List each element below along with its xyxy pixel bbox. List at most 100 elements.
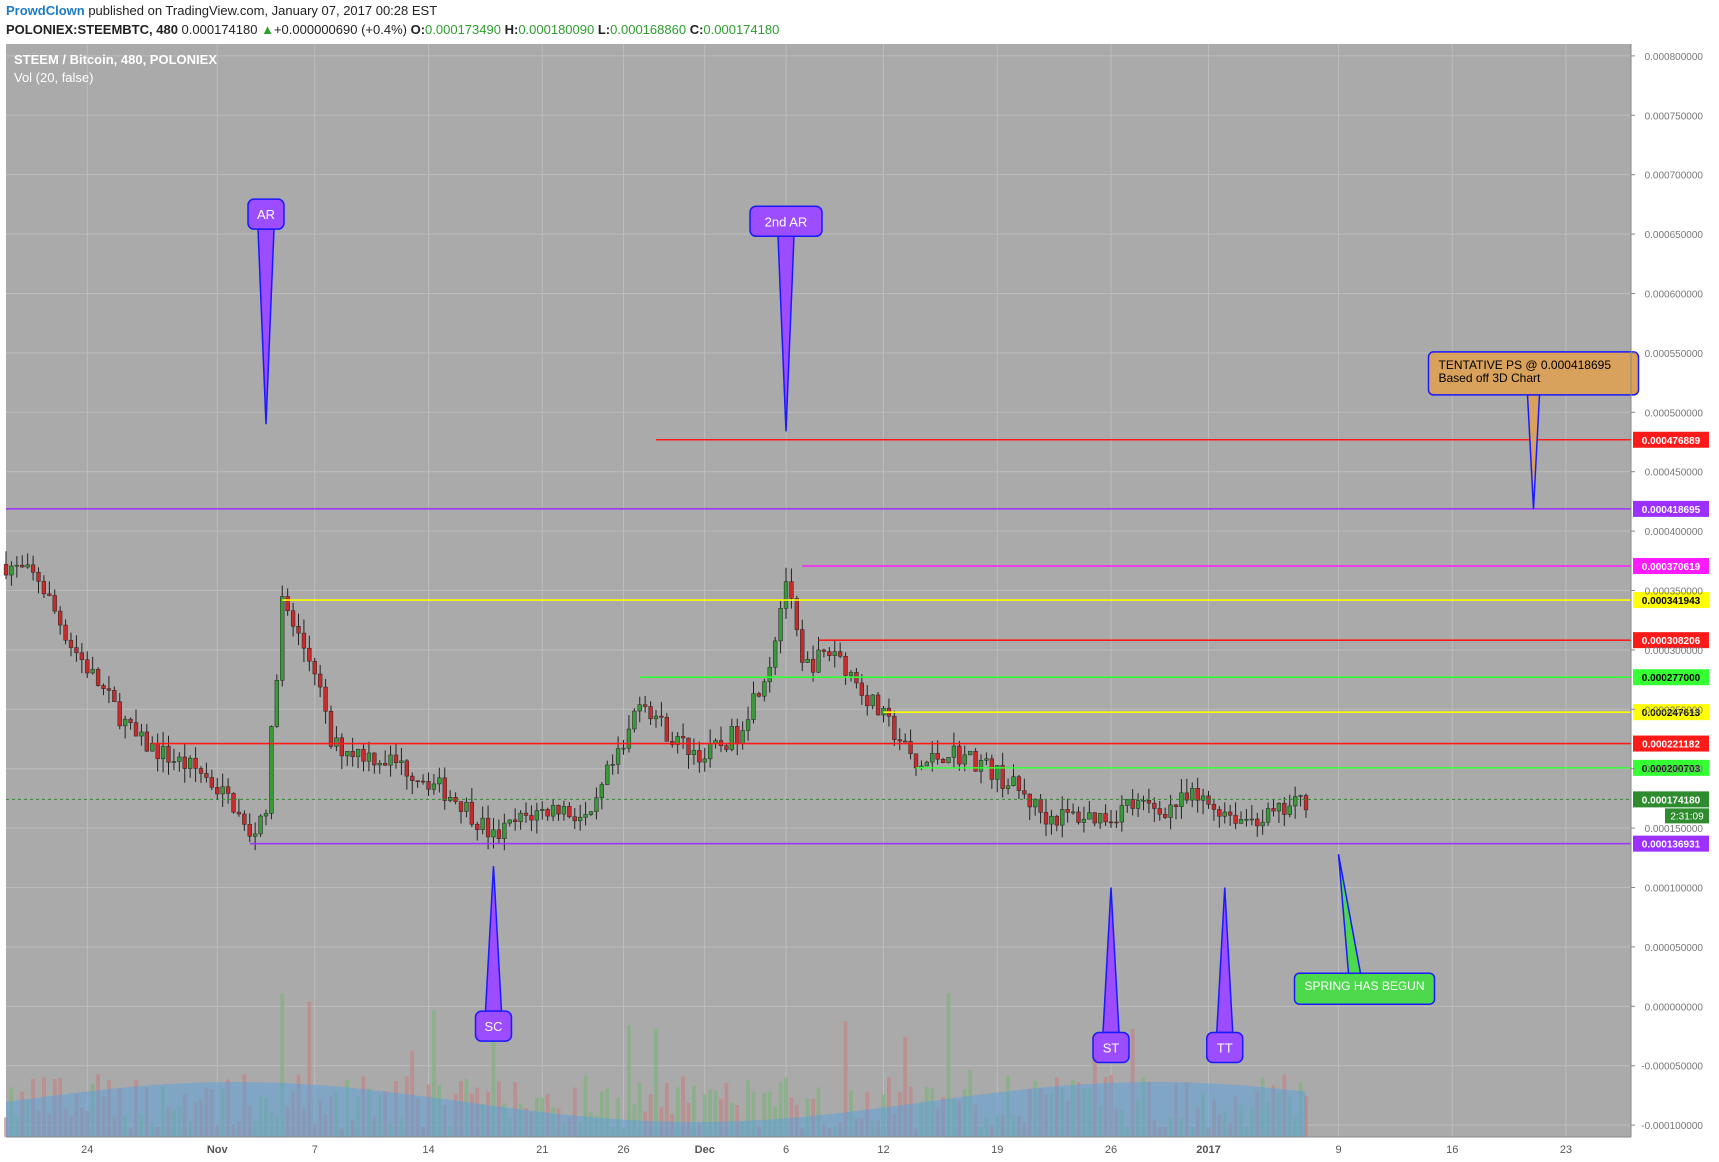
candle-body <box>85 659 90 674</box>
level-price-label: 0.000247613 <box>1642 708 1701 719</box>
author-link[interactable]: ProwdClown <box>6 3 85 18</box>
low-value: 0.000168860 <box>610 22 687 37</box>
candle-body <box>236 811 242 815</box>
candle-body <box>940 759 946 764</box>
annotation-box[interactable] <box>1206 1031 1244 1064</box>
volume-bar <box>605 1088 610 1137</box>
candle-body <box>502 822 507 839</box>
candle-body <box>339 737 344 757</box>
volume-bar <box>692 1085 696 1137</box>
candle-body <box>128 718 133 723</box>
level-price-tag[interactable] <box>1633 704 1709 721</box>
volume-bar <box>729 1102 734 1137</box>
candle-body <box>1282 802 1287 815</box>
candle-body <box>431 783 437 790</box>
candle-body <box>188 757 193 769</box>
price-axis-label: 0.000800000 <box>1645 52 1704 63</box>
candle-body <box>296 626 301 634</box>
candle-body <box>1287 805 1292 815</box>
publish-line: ProwdClown published on TradingView.com,… <box>6 3 437 18</box>
volume-bar <box>735 1105 740 1137</box>
candle-body <box>1016 776 1022 791</box>
price-axis-label: -0.000100000 <box>1641 1121 1703 1132</box>
annotation-box[interactable] <box>247 198 285 230</box>
annotation-box[interactable] <box>474 1010 513 1042</box>
level-price-label: 0.000308206 <box>1642 636 1701 647</box>
candle-body <box>345 751 350 757</box>
candle-body <box>567 806 572 817</box>
candle-body <box>133 722 139 737</box>
volume-bar <box>675 1087 680 1137</box>
level-price-tag[interactable] <box>1633 431 1709 448</box>
candle-body <box>410 775 415 781</box>
level-price-tag[interactable] <box>1633 759 1709 776</box>
candle-body <box>1200 795 1206 801</box>
price-axis-label: 0.000050000 <box>1645 943 1704 954</box>
level-price-label: 0.000418695 <box>1642 505 1701 516</box>
candle-body <box>1038 798 1043 813</box>
callout-box[interactable] <box>1293 972 1436 1005</box>
level-price-tag[interactable] <box>1633 835 1709 852</box>
candle-body <box>475 824 480 831</box>
level-price-label: 0.000200703 <box>1642 764 1701 775</box>
volume-bar <box>708 1089 713 1137</box>
price-axis-label: 0.000600000 <box>1645 289 1704 300</box>
callout-box[interactable] <box>1427 351 1640 396</box>
candle-body <box>588 811 594 815</box>
candle-body <box>1276 802 1282 812</box>
callout-text: SPRING HAS BEGUN <box>1304 979 1424 993</box>
candle-body <box>437 777 442 785</box>
candle-body <box>361 748 366 762</box>
level-price-tag[interactable] <box>1633 558 1709 575</box>
volume-bar <box>410 1050 415 1137</box>
candle-body <box>1000 765 1005 789</box>
candle-body <box>58 610 63 626</box>
countdown-label: 2:31:09 <box>1670 811 1704 822</box>
annotations[interactable]: AR 2nd AR SC ST TT TENTATIVE PS @ 0.000418695… <box>247 198 1640 1064</box>
candle-body <box>52 595 57 612</box>
candle-body <box>20 564 25 568</box>
price-axis-label: 0.000450000 <box>1645 468 1704 479</box>
level-price-label: 0.000476889 <box>1642 436 1701 447</box>
candle-body <box>247 824 252 837</box>
candle-body <box>393 754 399 763</box>
candle-body <box>269 726 274 814</box>
level-price-tag[interactable] <box>1633 592 1709 609</box>
candle-body <box>1076 811 1081 823</box>
volume-bar <box>654 1028 658 1137</box>
candle-body <box>724 745 729 750</box>
horizontal-levels[interactable]: 0.000476889 0.000418695 0.000370619 0.00034… <box>6 431 1709 852</box>
level-price-tag[interactable] <box>1633 500 1709 517</box>
level-price-tag[interactable] <box>1633 669 1709 686</box>
candle-body <box>1217 809 1222 817</box>
candle-body <box>978 760 984 772</box>
candle-body <box>404 760 409 777</box>
candle-body <box>182 756 187 769</box>
candle-body <box>155 743 160 760</box>
candle-body <box>599 784 604 799</box>
annotation-box[interactable] <box>1092 1031 1130 1064</box>
level-price-tag[interactable] <box>1633 735 1709 752</box>
candle-body <box>518 812 523 822</box>
level-price-label: 0.000370619 <box>1642 562 1701 573</box>
candle-body <box>794 598 799 630</box>
price-axis-label: 0.000500000 <box>1645 408 1704 419</box>
candle-body <box>859 682 864 696</box>
candle-body <box>578 816 583 822</box>
annotation-label: 2nd AR <box>765 214 808 229</box>
candle-body <box>1206 795 1211 805</box>
level-price-label: 0.000341943 <box>1642 596 1701 607</box>
candle-body <box>767 666 772 683</box>
candle-body <box>800 629 805 663</box>
annotation-box[interactable] <box>749 205 823 238</box>
volume-bar <box>583 1075 588 1137</box>
price-axis-label: 0.000400000 <box>1645 527 1704 538</box>
candle-body <box>550 804 556 817</box>
chart-header: ProwdClown published on TradingView.com,… <box>0 0 1719 44</box>
candle-body <box>350 751 355 757</box>
symbol-info: POLONIEX:STEEMBTC, 480 <box>6 22 178 37</box>
high-value: 0.000180090 <box>518 22 595 37</box>
time-axis-label: 7 <box>312 1144 318 1156</box>
level-price-tag[interactable] <box>1633 632 1709 649</box>
